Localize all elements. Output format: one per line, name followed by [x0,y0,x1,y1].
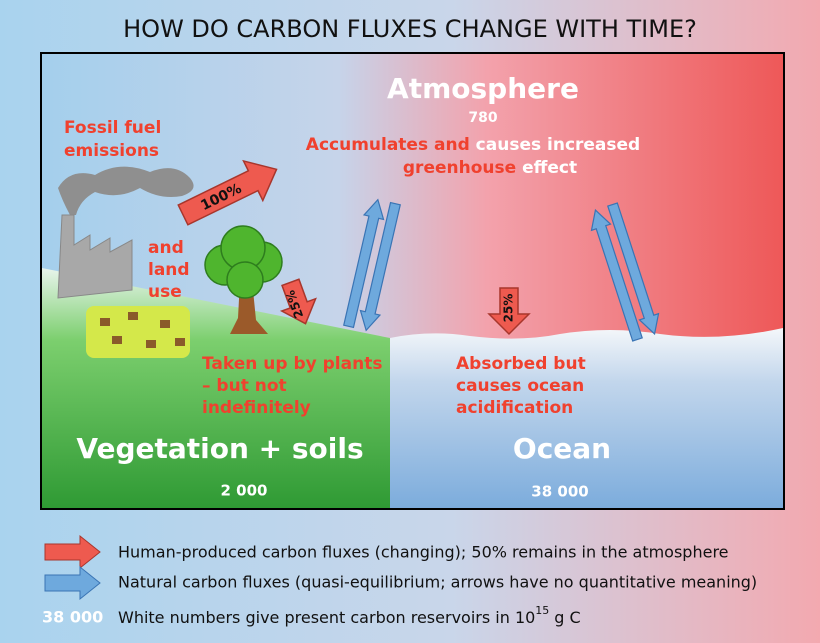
land-use-label: land [148,260,190,280]
title: HOW DO CARBON FLUXES CHANGE WITH TIME? [123,15,697,43]
flux-percent: 25% [502,294,516,323]
plants-label: Taken up by plants [202,354,382,374]
legend-natural: Natural carbon fluxes (quasi-equilibrium… [118,573,757,592]
note-part: greenhouse [403,158,516,178]
atmosphere-note: Accumulates and causes increased [306,135,640,155]
ocean-flux-arrow: 25% [487,287,531,336]
ocean-label: causes ocean [456,376,584,396]
ocean-name: Ocean [513,432,611,465]
fossil-label: emissions [64,141,159,161]
legend-reservoir-example: 38 000 [42,608,103,627]
land-use-label: and [148,238,184,258]
ocean-label: Absorbed but [456,354,586,374]
legend-exponent: 15 [535,604,549,617]
frame [40,52,785,510]
legend-natural-arrow [44,565,101,601]
land-natural-flux [343,198,401,332]
note-part: effect [522,158,577,178]
note-part: causes increased [476,135,641,155]
ocean-natural-flux [590,202,660,342]
vegetation-reservoir: 2 000 [221,482,268,500]
atmosphere-note: greenhouse effect [403,158,577,178]
legend-unit: g C [554,608,580,627]
ocean-reservoir: 38 000 [531,483,588,501]
atmosphere-name: Atmosphere [387,72,579,105]
legend-human: Human-produced carbon fluxes (changing);… [118,543,729,562]
legend-human-arrow [44,534,101,570]
legend-reservoir-text: White numbers give present carbon reserv… [118,608,535,627]
tree-crown [204,225,283,299]
factory [57,214,133,299]
ocean-area [390,328,783,508]
deforested-land [86,306,190,358]
legend-reservoir: White numbers give present carbon reserv… [118,604,581,627]
note-part: Accumulates and [306,135,470,155]
stumps [100,312,185,348]
land-use-label: use [148,282,182,302]
plants-label: indefinitely [202,398,311,418]
plant-flux-arrow: 25% [279,278,317,325]
atmosphere-reservoir: 780 [468,110,497,126]
ocean-label: acidification [456,398,573,418]
fossil-label: Fossil fuel [64,118,161,138]
vegetation-name: Vegetation + soils [76,432,363,465]
smoke [58,166,194,215]
plants-label: – but not [202,376,287,396]
